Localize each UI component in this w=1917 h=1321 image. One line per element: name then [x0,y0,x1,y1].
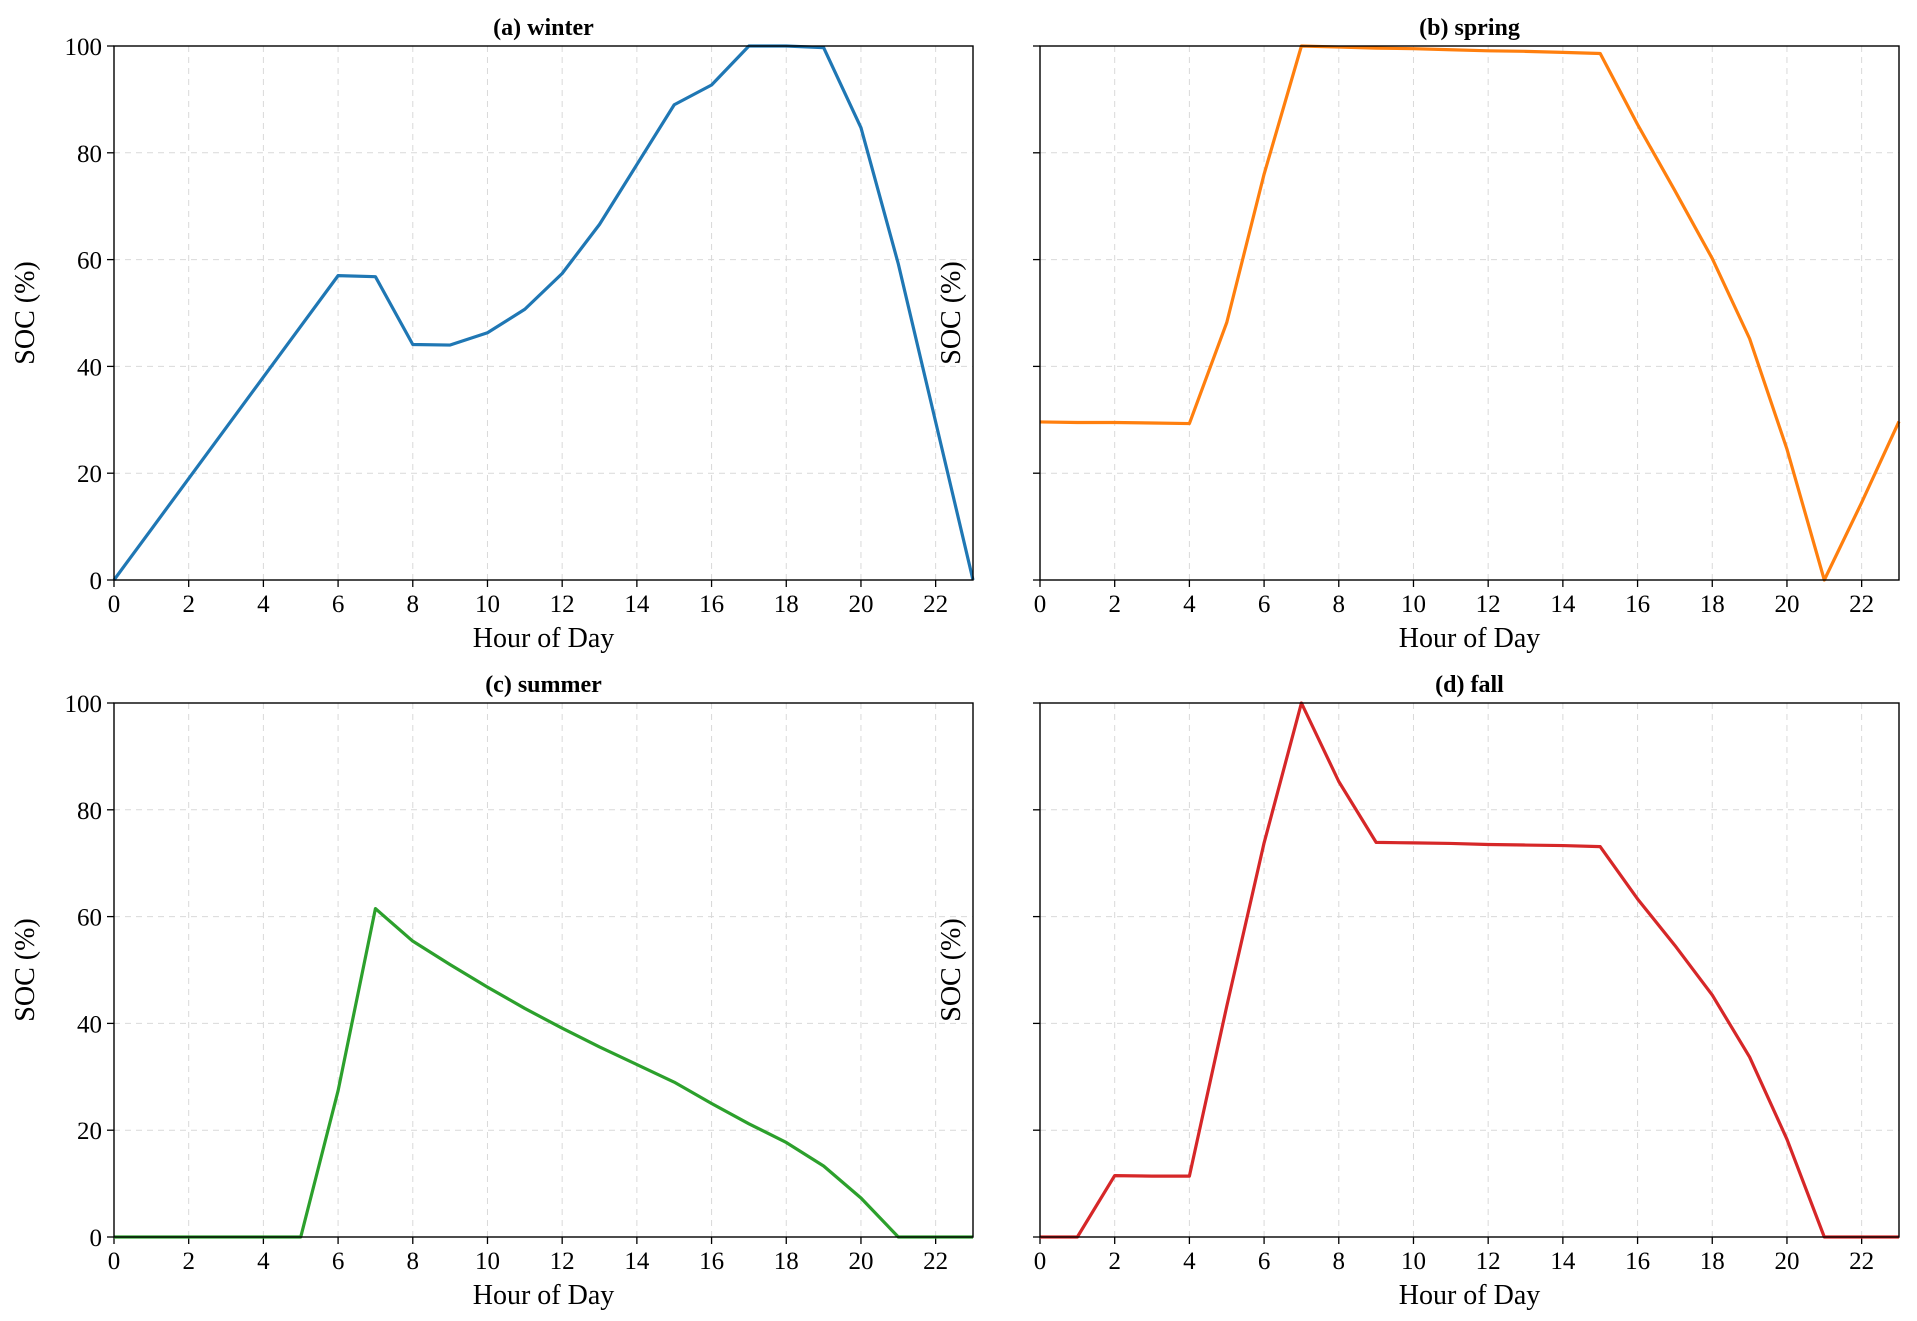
chart-title: (d) fall [1435,672,1504,698]
x-tick-label: 14 [1550,1248,1576,1275]
x-tick-label: 12 [550,1248,575,1275]
series-line-1 [1039,44,1901,582]
x-tick-label: 20 [848,1248,873,1275]
y-axis-label: SOC (%) [10,918,41,1021]
x-tick-label: 10 [1401,1248,1426,1275]
x-tick-label: 10 [475,591,500,618]
x-tick-label: 4 [257,1248,270,1275]
x-tick-label: 14 [1550,591,1576,618]
y-tick-label: 100 [65,34,103,61]
x-tick-label: 22 [1849,1248,1874,1275]
y-tick-label: 20 [77,1118,102,1145]
x-tick-label: 18 [774,1248,799,1275]
x-axis-label: Hour of Day [1399,1280,1541,1311]
x-tick-label: 6 [332,1248,345,1275]
y-tick-label: 40 [77,1011,102,1038]
x-tick-label: 10 [1401,591,1426,618]
x-tick-label: 0 [1034,1248,1047,1275]
y-tick-label: 0 [90,1225,103,1252]
y-tick-label: 60 [77,905,102,932]
x-tick-label: 0 [108,1248,121,1275]
x-axis-label: Hour of Day [473,1280,615,1311]
x-tick-label: 16 [1625,591,1650,618]
x-tick-label: 12 [1476,1248,1501,1275]
y-tick-label: 80 [77,141,102,168]
y-tick-label: 20 [77,461,102,488]
x-tick-label: 16 [699,591,724,618]
plot-frame [113,702,974,1238]
x-tick-label: 18 [1700,1248,1725,1275]
y-axis-label: SOC (%) [936,918,967,1021]
plot-frame [1039,702,1900,1238]
chart-title: (c) summer [485,672,602,698]
x-tick-label: 2 [182,591,195,618]
x-tick-label: 6 [1258,1248,1271,1275]
x-tick-label: 20 [1774,1248,1799,1275]
chart-title: (a) winter [493,15,594,41]
x-tick-label: 8 [407,591,420,618]
x-tick-label: 8 [1333,591,1346,618]
y-axis-label: SOC (%) [10,261,41,364]
x-tick-label: 2 [1108,1248,1121,1275]
x-tick-label: 16 [699,1248,724,1275]
y-tick-label: 100 [65,691,103,718]
x-tick-label: 8 [407,1248,420,1275]
x-tick-label: 22 [923,591,948,618]
x-tick-label: 22 [923,1248,948,1275]
chart-panel-4: 0 2 4 6 8 10 12 14 16 18 20 22 (d) fall Hour of Day SO… [936,672,1900,1311]
x-tick-label: 10 [475,1248,500,1275]
x-tick-label: 4 [1183,591,1196,618]
x-axis-label: Hour of Day [473,623,615,654]
plot-frame [1039,45,1900,581]
x-tick-label: 12 [550,591,575,618]
series-line-1 [114,906,973,1239]
x-tick-label: 0 [108,591,121,618]
x-tick-label: 0 [1034,591,1047,618]
x-tick-label: 6 [1258,591,1271,618]
y-tick-label: 60 [77,248,102,275]
chart-panel-3: 0 2 4 6 8 10 12 14 16 18 20 22 0 20 40 60 80 100 (c) summe… [10,672,974,1311]
x-tick-label: 20 [848,591,873,618]
x-tick-label: 16 [1625,1248,1650,1275]
x-tick-label: 6 [332,591,345,618]
chart-title: (b) spring [1419,15,1520,41]
x-tick-label: 18 [774,591,799,618]
x-tick-label: 20 [1774,591,1799,618]
x-axis-label: Hour of Day [1399,623,1541,654]
x-tick-label: 22 [1849,591,1874,618]
x-tick-label: 8 [1333,1248,1346,1275]
x-tick-label: 4 [1183,1248,1196,1275]
x-tick-label: 4 [257,591,270,618]
x-tick-label: 14 [624,591,650,618]
series-line-1 [112,44,975,581]
x-tick-label: 12 [1476,591,1501,618]
plot-frame [113,45,974,581]
y-axis-label: SOC (%) [936,261,967,364]
x-tick-label: 18 [1700,591,1725,618]
x-tick-label: 2 [182,1248,195,1275]
y-tick-label: 0 [90,568,103,595]
chart-panel-2: 0 2 4 6 8 10 12 14 16 18 20 22 (b) spring Hour of Day… [936,15,1901,654]
chart-panel-1: 0 2 4 6 8 10 12 14 16 18 20 22 0 20 40 60 80 100 (a) winte… [10,15,975,654]
y-tick-label: 40 [77,354,102,381]
x-tick-label: 2 [1108,591,1121,618]
x-tick-label: 14 [624,1248,650,1275]
series-line-1 [1040,701,1899,1239]
y-tick-label: 80 [77,798,102,825]
